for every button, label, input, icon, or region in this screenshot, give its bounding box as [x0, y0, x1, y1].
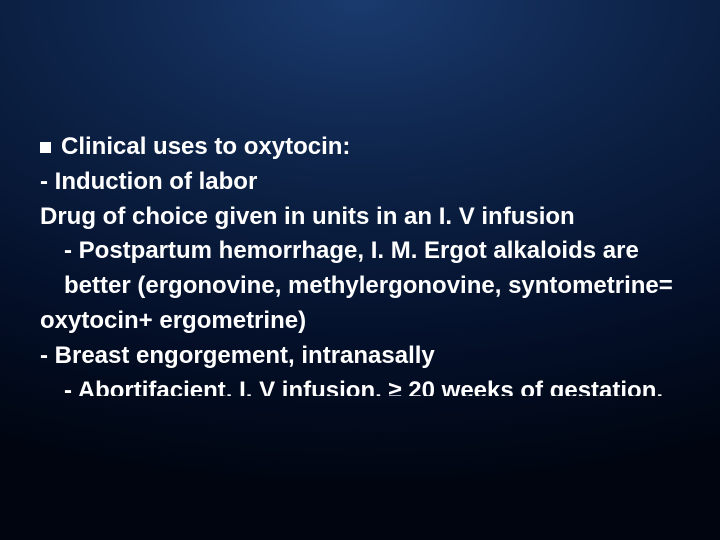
body-line-4: better (ergonovine, methylergonovine, sy…	[40, 269, 680, 304]
body-text-7: - Abortifacient, I. V infusion. ≥ 20 wee…	[64, 377, 663, 396]
body-line-1: - Induction of labor	[40, 165, 680, 200]
title-line: Clinical uses to oxytocin:	[40, 130, 680, 165]
body-line-2: Drug of choice given in units in an I. V…	[40, 200, 680, 235]
body-line-7-cutoff: - Abortifacient, I. V infusion. ≥ 20 wee…	[40, 374, 680, 396]
title-text: Clinical uses to oxytocin:	[61, 130, 350, 165]
body-line-5: oxytocin+ ergometrine)	[40, 304, 680, 339]
body-line-3: - Postpartum hemorrhage, I. M. Ergot alk…	[40, 234, 680, 269]
body-line-6: - Breast engorgement, intranasally	[40, 339, 680, 374]
square-bullet-icon	[40, 142, 51, 153]
slide-container: Clinical uses to oxytocin: - Induction o…	[0, 0, 720, 540]
